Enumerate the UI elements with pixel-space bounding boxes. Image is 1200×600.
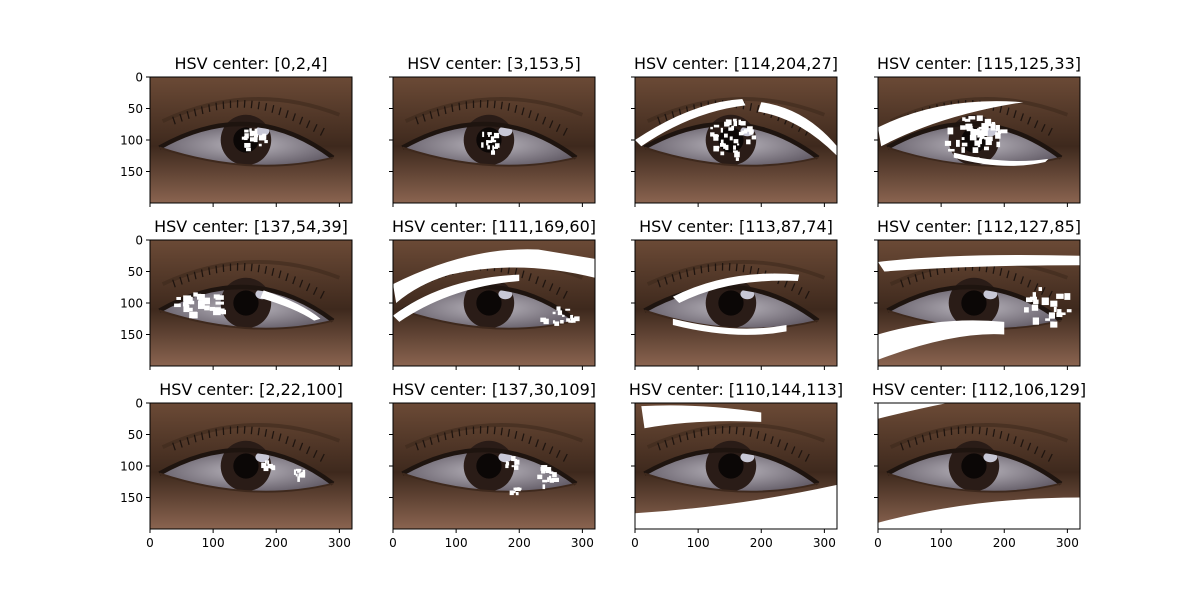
eye-image (150, 403, 352, 529)
panel-title: HSV center: [3,153,5] (407, 54, 580, 73)
eye-image (878, 403, 1080, 529)
segmentation-mask (481, 131, 500, 155)
eye-image (635, 403, 837, 529)
x-tick-label: 100 (687, 536, 710, 550)
panel-title: HSV center: [137,30,109] (392, 380, 596, 399)
eye-image (878, 77, 1080, 203)
eye-image (393, 240, 595, 366)
eye-image (635, 240, 837, 366)
panel-3-2: HSV center: [137,30,109] 0 100 200 300 (389, 380, 596, 550)
panel-title: HSV center: [114,204,27] (634, 54, 838, 73)
segmentation-mask (878, 101, 1049, 166)
panel-1-4: HSV center: [115,125,33] (874, 54, 1081, 207)
panel-title: HSV center: [0,2,4] (174, 54, 327, 73)
x-tick-label: 100 (202, 536, 225, 550)
panel-2-3: HSV center: [113,87,74] (631, 217, 837, 370)
panel-title: HSV center: [112,127,85] (877, 217, 1081, 236)
y-tick-label: 50 (128, 102, 143, 116)
y-tick-label: 50 (128, 428, 143, 442)
segmentation-mask (635, 405, 837, 529)
panel-title: HSV center: [115,125,33] (877, 54, 1081, 73)
segmentation-mask (878, 403, 1080, 529)
y-tick-label: 100 (120, 460, 143, 474)
panel-title: HSV center: [112,106,129] (872, 380, 1086, 399)
x-tick-label: 300 (813, 536, 836, 550)
panel-title: HSV center: [137,54,39] (154, 217, 348, 236)
panel-2-1: HSV center: [137,54,39] 0 50 100 150 (120, 217, 352, 370)
eye-image (393, 77, 595, 203)
panel-title: HSV center: [111,169,60] (392, 217, 596, 236)
eye-image (878, 240, 1080, 366)
panel-title: HSV center: [110,144,113] (629, 380, 843, 399)
y-tick-label: 150 (120, 328, 143, 342)
x-tick-label: 300 (571, 536, 594, 550)
eye-image (150, 77, 352, 203)
panel-2-4: HSV center: [112,127,85] (874, 217, 1081, 370)
y-tick-label: 50 (128, 265, 143, 279)
y-tick-label: 0 (135, 234, 143, 248)
x-tick-label: 0 (389, 536, 397, 550)
x-tick-label: 200 (265, 536, 288, 550)
panel-3-4: HSV center: [112,106,129] 0 100 200 300 (872, 380, 1086, 550)
y-tick-label: 100 (120, 134, 143, 148)
x-tick-label: 0 (874, 536, 882, 550)
panel-2-2: HSV center: [111,169,60] (389, 217, 596, 370)
panel-3-1: HSV center: [2,22,100] 0 50 100 150 0 100 200 30… (120, 380, 352, 550)
x-tick-label: 0 (631, 536, 639, 550)
eye-image (150, 240, 352, 366)
eye-image (635, 77, 837, 203)
segmentation-mask (261, 460, 306, 482)
segmentation-mask (672, 273, 800, 335)
panel-1-3: HSV center: [114,204,27] (631, 54, 838, 207)
segmentation-mask (635, 99, 837, 161)
segmentation-mask (174, 290, 321, 321)
panel-3-3: HSV center: [110,144,113] 0 100 200 300 (629, 380, 843, 550)
x-tick-label: 100 (445, 536, 468, 550)
y-tick-label: 0 (135, 397, 143, 411)
panel-title: HSV center: [113,87,74] (639, 217, 833, 236)
x-tick-label: 200 (750, 536, 773, 550)
eye-image (393, 403, 595, 529)
x-tick-label: 100 (930, 536, 953, 550)
segmentation-mask (241, 128, 268, 152)
panel-1-1: HSV center: [0,2,4] 0 50 100 150 (120, 54, 352, 207)
y-tick-label: 150 (120, 491, 143, 505)
segmentation-mask (505, 456, 559, 496)
panel-1-2: HSV center: [3,153,5] (389, 54, 595, 207)
x-tick-label: 0 (146, 536, 154, 550)
x-tick-label: 300 (1056, 536, 1079, 550)
x-tick-label: 200 (993, 536, 1016, 550)
x-tick-label: 200 (508, 536, 531, 550)
y-tick-label: 100 (120, 297, 143, 311)
x-tick-label: 300 (328, 536, 351, 550)
y-tick-label: 150 (120, 165, 143, 179)
panel-title: HSV center: [2,22,100] (159, 380, 343, 399)
segmentation-mask (878, 254, 1080, 360)
segmentation-mask (393, 249, 595, 326)
y-tick-label: 0 (135, 71, 143, 85)
